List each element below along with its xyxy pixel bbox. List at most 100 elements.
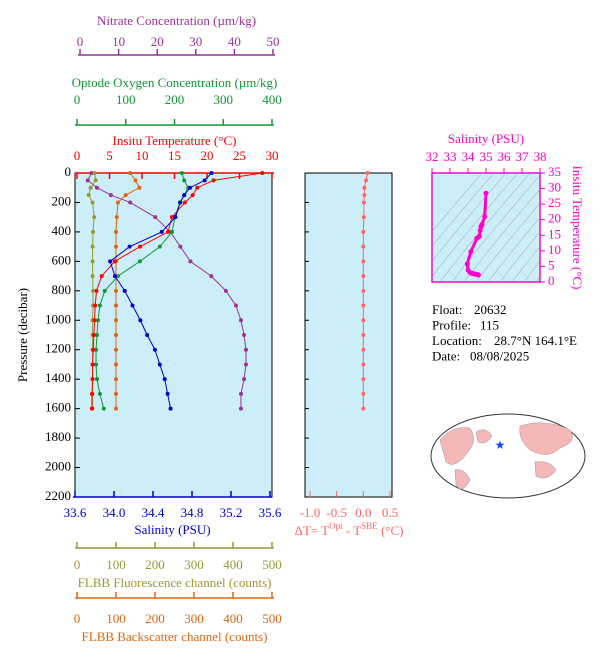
profile-point: [242, 377, 247, 382]
profile-point: [157, 362, 162, 367]
x-tick-label: 0.5: [382, 505, 398, 520]
profile-point: [162, 377, 167, 382]
profile-point: [188, 259, 193, 264]
profile-point: [243, 347, 248, 352]
x-tick-label: 10: [136, 148, 149, 163]
profile-point: [114, 333, 118, 337]
profile-point: [243, 362, 248, 367]
profile-point: [238, 391, 243, 396]
y-tick-label: 30: [548, 180, 561, 195]
density-contour: [432, 173, 519, 278]
y-tick-label: 5: [548, 257, 555, 272]
delta-point: [361, 406, 366, 411]
ts-point: [474, 235, 480, 241]
delta-point: [361, 377, 366, 382]
profile-point: [138, 318, 143, 323]
profile-point: [90, 244, 95, 249]
plot-area: [304, 172, 393, 498]
x-tick-label: 300: [214, 92, 234, 107]
x-tick-label: 30: [189, 34, 202, 49]
profile-point: [127, 244, 132, 249]
profile-point: [114, 362, 118, 367]
profile-point: [90, 259, 95, 264]
ts-point: [475, 272, 481, 278]
profile-point: [93, 178, 98, 183]
delta-point: [361, 229, 366, 234]
info-label: Profile:: [432, 317, 471, 332]
density-contour: [451, 174, 540, 282]
density-contour: [523, 260, 540, 282]
profile-point: [128, 171, 133, 175]
profile-point: [223, 288, 228, 293]
delta-point: [362, 185, 367, 190]
profile-point: [166, 229, 170, 234]
profile-point: [112, 259, 117, 264]
delta-point: [361, 391, 366, 396]
y-tick-label: 0: [548, 273, 555, 288]
profile-point: [178, 200, 183, 205]
profile-point: [90, 362, 95, 367]
ts-point: [482, 214, 488, 220]
profile-point: [182, 193, 187, 198]
x-tick-label: 300: [184, 611, 204, 626]
info-value: 115: [480, 317, 499, 332]
x-tick-label: 200: [145, 557, 165, 572]
x-tick-label: 100: [106, 611, 126, 626]
profile-point: [89, 406, 94, 411]
profile-point: [123, 193, 128, 198]
axis-title: Optode Oxygen Concentration (µm/kg): [72, 75, 278, 90]
profile-point: [169, 215, 174, 220]
ts-point: [483, 190, 489, 196]
profile-point: [137, 185, 142, 190]
density-contour: [511, 245, 540, 282]
y-tick-label: 25: [548, 195, 561, 210]
profile-point: [90, 274, 95, 279]
ts-point: [464, 261, 470, 267]
profile-point: [94, 362, 99, 367]
y-tick-label: 20: [548, 211, 561, 226]
profile-point: [91, 333, 96, 337]
profile-point: [101, 406, 106, 411]
ts-point: [478, 224, 484, 230]
y-axis-title: Insitu Temperature (°C): [570, 166, 585, 290]
density-contour: [475, 202, 540, 282]
ts-point: [468, 249, 474, 255]
x-tick-label: 32: [426, 149, 439, 164]
info-label: Float:: [432, 302, 462, 317]
profile-point: [159, 229, 164, 234]
profile-point: [90, 288, 95, 293]
profile-point: [102, 288, 107, 293]
x-tick-label: 0: [74, 92, 81, 107]
y-tick-label: 35: [548, 164, 561, 179]
x-tick-label: 15: [168, 148, 181, 163]
profile-point: [130, 303, 135, 308]
profile-point: [85, 178, 90, 183]
profile-point: [92, 215, 97, 220]
x-tick-label: 100: [116, 92, 136, 107]
x-tick-label: 36: [498, 149, 512, 164]
x-tick-label: 34: [462, 149, 476, 164]
x-tick-label: 35: [480, 149, 493, 164]
y-tick-label: 1600: [45, 400, 71, 415]
profile-point: [233, 303, 238, 308]
profile-point: [99, 274, 104, 279]
profile-point: [173, 215, 178, 220]
x-tick-label: 0: [74, 557, 81, 572]
density-contour: [439, 173, 531, 282]
y-tick-label: 0: [65, 164, 72, 179]
profile-point: [157, 244, 162, 249]
ts-point: [477, 227, 483, 233]
x-axis-title: Salinity (PSU): [448, 131, 524, 146]
info-label: Location:: [432, 333, 482, 348]
x-tick-label: -0.5: [326, 505, 347, 520]
x-tick-label: 35.2: [220, 505, 243, 520]
delta-point: [361, 274, 366, 279]
info-value: 20632: [474, 302, 507, 317]
profile-point: [94, 185, 99, 190]
profile-point: [114, 377, 118, 382]
y-tick-label: 15: [548, 226, 561, 241]
profile-point: [92, 171, 97, 175]
x-tick-label: 40: [228, 34, 241, 49]
profile-point: [112, 274, 117, 279]
